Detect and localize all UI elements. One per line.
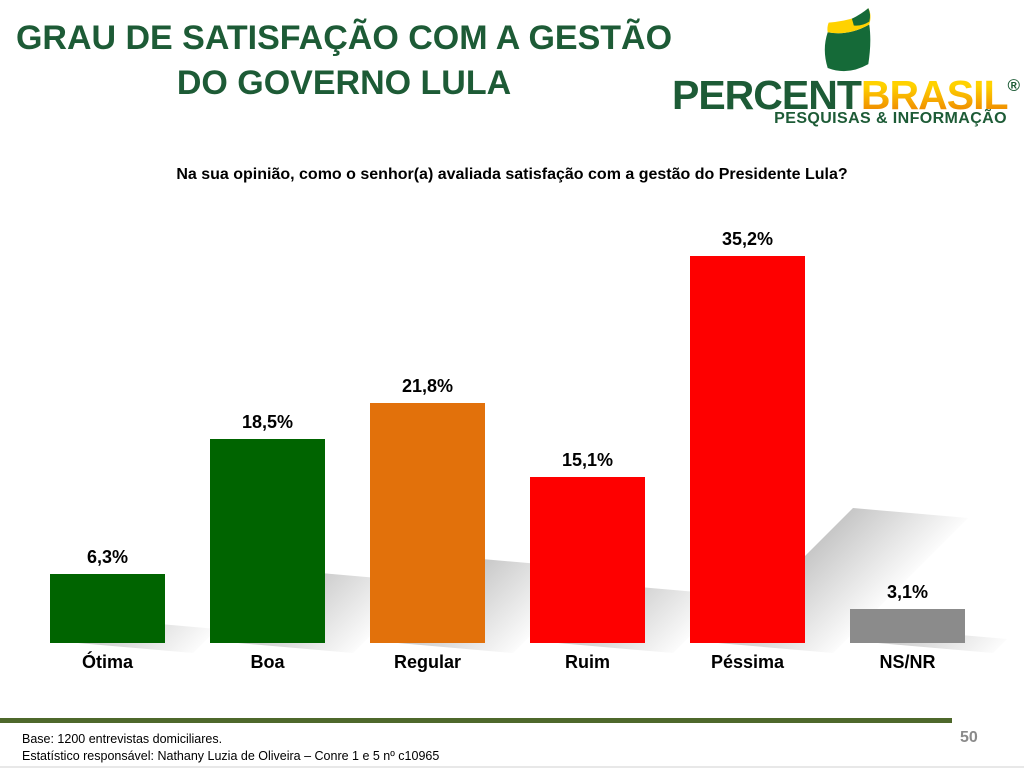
logo-wordmark-brasil: BRASIL xyxy=(860,72,1009,118)
registered-trademark-icon: ® xyxy=(1007,76,1021,95)
bar-otima xyxy=(50,574,165,643)
bar-value-ruim: 15,1% xyxy=(561,450,614,470)
bar-regular xyxy=(370,403,485,643)
percentbrasil-logo: PERCENTBRASIL® PESQUISAS & INFORMAÇÃO xyxy=(671,2,1021,137)
slide-title-line1: GRAU DE SATISFAÇÃO COM A GESTÃO xyxy=(15,19,673,57)
brasil-flag-icon xyxy=(819,8,877,77)
logo-wordmark: PERCENTBRASIL® xyxy=(671,65,1021,116)
bar-value-otima: 6,3% xyxy=(86,547,129,567)
survey-question: Na sua opinião, como o senhor(a) avaliad… xyxy=(176,166,848,183)
bar-boa xyxy=(210,439,325,643)
bar-ns-nr xyxy=(850,609,965,643)
slide-title-line2: DO GOVERNO LULA xyxy=(176,64,512,102)
bar-label-boa: Boa xyxy=(250,652,285,672)
footer-base-note: Base: 1200 entrevistas domiciliares. xyxy=(22,732,223,746)
bar-label-pessima: Péssima xyxy=(710,652,785,672)
footer-divider xyxy=(0,718,952,723)
bar-label-otima: Ótima xyxy=(81,652,133,672)
bar-value-regular: 21,8% xyxy=(401,376,454,396)
footer-statistician-note: Estatístico responsável: Nathany Luzia d… xyxy=(22,749,440,763)
logo-wordmark-percent: PERCENT xyxy=(671,72,862,118)
bar-value-ns-nr: 3,1% xyxy=(886,582,929,602)
bar-label-regular: Regular xyxy=(393,652,462,672)
bar-value-pessima: 35,2% xyxy=(721,229,774,249)
bar-label-ns-nr: NS/NR xyxy=(879,652,936,672)
bar-ruim xyxy=(530,477,645,643)
logo-tagline: PESQUISAS & INFORMAÇÃO xyxy=(774,110,1007,127)
slide-title: GRAU DE SATISFAÇÃO COM A GESTÃO DO GOVER… xyxy=(8,16,680,106)
bar-pessima xyxy=(690,256,805,643)
bar-value-boa: 18,5% xyxy=(241,412,294,432)
page-number: 50 xyxy=(960,729,978,746)
bar-label-ruim: Ruim xyxy=(565,652,610,672)
